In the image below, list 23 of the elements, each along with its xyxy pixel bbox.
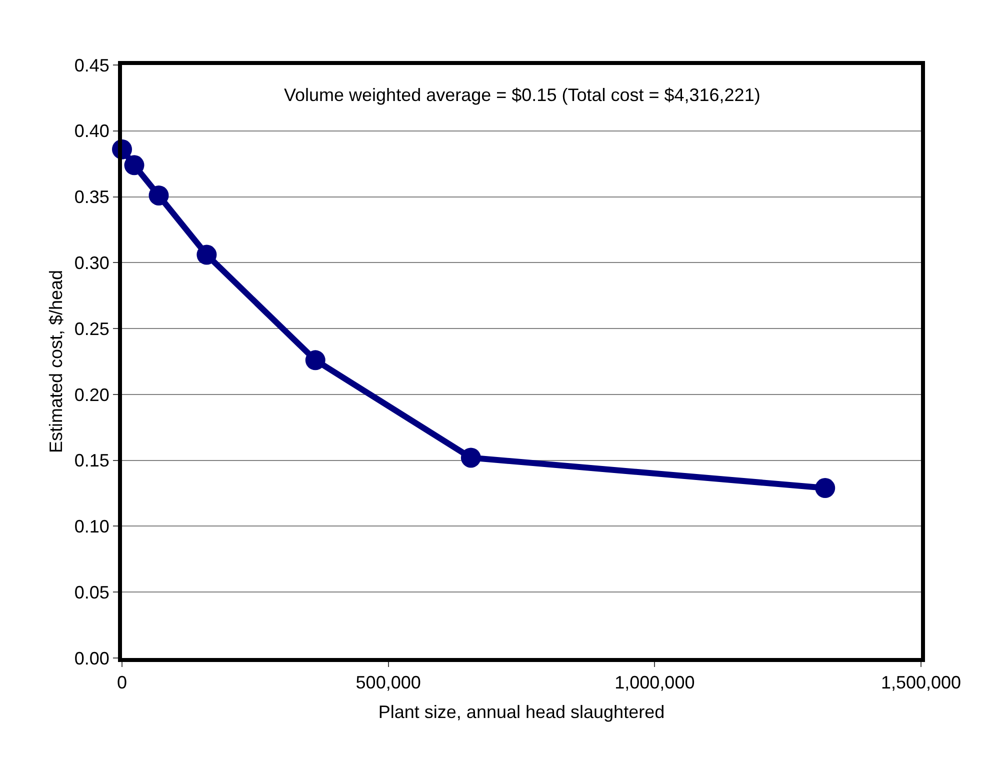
x-axis-title: Plant size, annual head slaughtered (378, 702, 665, 722)
y-tick-label: 0.15 (74, 450, 110, 471)
y-tick-label: 0.45 (74, 55, 110, 76)
y-tick-label: 0.40 (74, 121, 110, 142)
y-tick-label: 0.35 (74, 187, 110, 208)
point (196, 244, 217, 265)
point (305, 350, 326, 370)
x-tick-label: 1,500,000 (880, 672, 962, 693)
y-tick-label: 0.05 (74, 582, 110, 602)
y-tick-label: 0.30 (74, 252, 110, 273)
x-tick-label: 1,000,000 (614, 672, 695, 693)
point (148, 185, 169, 206)
y-tick-label: 0.10 (74, 516, 110, 537)
point (124, 155, 144, 176)
y-tick-label: 0.20 (74, 384, 110, 405)
x-tick-label: 500,000 (356, 672, 421, 693)
annotation: Volume weighted average = $0.15 (Total cost = $4,316,221) (284, 85, 760, 105)
point (815, 478, 836, 498)
point (460, 448, 481, 468)
y-axis-title: Estimated cost, $/head (46, 270, 66, 454)
x-tick-label: 0 (116, 672, 128, 693)
y-tick-label: 0.25 (74, 318, 110, 339)
y-tick-label: 0.00 (74, 648, 110, 668)
